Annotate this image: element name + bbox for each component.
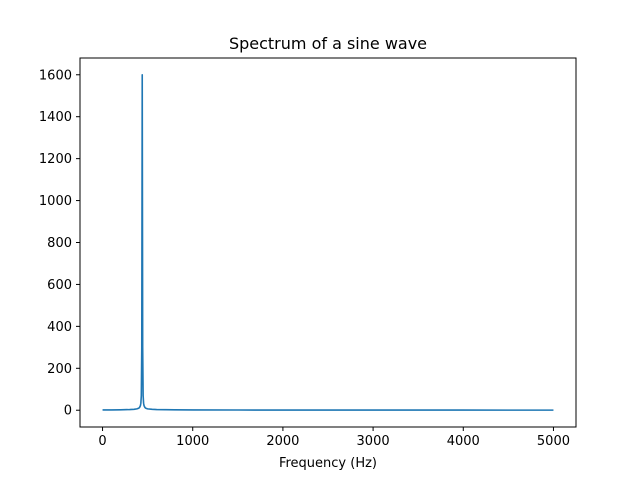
chart-title: Spectrum of a sine wave <box>229 34 427 53</box>
x-tick-label: 1000 <box>176 434 209 449</box>
y-tick-label: 400 <box>47 320 72 335</box>
x-tick-label: 3000 <box>357 434 390 449</box>
x-tick-label: 5000 <box>537 434 570 449</box>
y-axis: 0 200 400 600 800 1000 1200 1400 1600 <box>39 68 80 419</box>
series-line-0 <box>102 73 554 411</box>
x-tick-label: 4000 <box>447 434 480 449</box>
y-tick-label: 200 <box>47 362 72 377</box>
y-tick-label: 0 <box>64 404 72 419</box>
y-tick-label: 800 <box>47 236 72 251</box>
x-axis-label: Frequency (Hz) <box>279 456 377 471</box>
y-tick-label: 1000 <box>39 194 72 209</box>
x-tick-label: 2000 <box>266 434 299 449</box>
y-tick-label: 600 <box>47 278 72 293</box>
y-tick-label: 1600 <box>39 68 72 83</box>
x-axis: 0 1000 2000 3000 4000 5000 <box>98 427 570 449</box>
x-tick-label: 0 <box>98 434 106 449</box>
y-tick-label: 1200 <box>39 152 72 167</box>
y-tick-label: 1400 <box>39 110 72 125</box>
plot-area <box>102 73 554 411</box>
